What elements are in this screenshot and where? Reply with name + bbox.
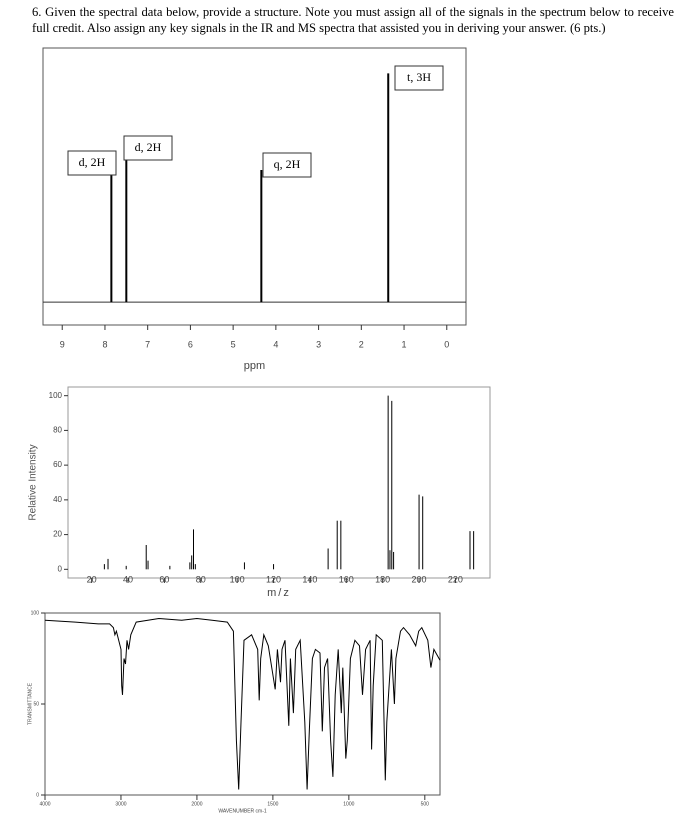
x-tick-label: 0 bbox=[444, 339, 449, 349]
peak-label: d, 2H bbox=[79, 155, 106, 169]
plot-frame bbox=[42, 47, 467, 326]
x-tick-label: 120 bbox=[266, 574, 281, 584]
y-tick-label: 20 bbox=[53, 530, 62, 539]
x-tick-label: 4000 bbox=[39, 801, 50, 807]
x-tick-label: 5 bbox=[231, 339, 236, 349]
x-tick-label: 1500 bbox=[267, 801, 278, 807]
peak-label-box bbox=[394, 65, 444, 91]
ir-trace bbox=[44, 617, 441, 790]
y-tick-label: 0 bbox=[58, 564, 63, 573]
y-tick-label: 100 bbox=[31, 610, 40, 616]
y-tick-label: 100 bbox=[49, 391, 63, 400]
y-tick-label: 40 bbox=[53, 495, 62, 504]
peak-label-box bbox=[262, 152, 312, 178]
y-tick-label: 50 bbox=[33, 701, 39, 707]
x-axis-label: ppm bbox=[244, 360, 265, 372]
plot-frame bbox=[67, 386, 491, 579]
x-tick-label: 40 bbox=[123, 574, 133, 584]
question-text: 6. Given the spectral data below, provid… bbox=[32, 5, 674, 35]
x-tick-label: 140 bbox=[302, 574, 317, 584]
x-tick-label: 1000 bbox=[343, 801, 354, 807]
x-axis-label: WAVENUMBER cm-1 bbox=[218, 808, 267, 814]
x-tick-label: 500 bbox=[421, 801, 430, 807]
x-tick-label: 80 bbox=[196, 574, 206, 584]
y-tick-label: 60 bbox=[53, 460, 62, 469]
x-tick-label: 220 bbox=[448, 574, 463, 584]
x-tick-label: 7 bbox=[145, 339, 150, 349]
x-tick-label: 160 bbox=[339, 574, 354, 584]
y-axis-label: Relative Intensity bbox=[28, 444, 39, 520]
x-tick-label: 3000 bbox=[115, 801, 126, 807]
x-tick-label: 1 bbox=[402, 339, 407, 349]
x-tick-label: 3 bbox=[316, 339, 321, 349]
x-tick-label: 4 bbox=[273, 339, 278, 349]
y-tick-label: 80 bbox=[53, 426, 62, 435]
y-axis-label: TRANSMITTANCE bbox=[27, 682, 33, 725]
x-tick-label: 2 bbox=[359, 339, 364, 349]
peak-label: q, 2H bbox=[274, 157, 301, 171]
peak-label: d, 2H bbox=[135, 140, 162, 154]
x-tick-label: 9 bbox=[60, 339, 65, 349]
x-tick-label: 60 bbox=[159, 574, 169, 584]
y-tick-label: 0 bbox=[36, 792, 39, 798]
x-tick-label: 200 bbox=[412, 574, 427, 584]
x-tick-label: 180 bbox=[375, 574, 390, 584]
x-tick-label: 20 bbox=[87, 574, 97, 584]
x-axis-label: m/z bbox=[267, 587, 291, 599]
peak-label: t, 3H bbox=[407, 70, 431, 84]
plot-frame bbox=[44, 612, 441, 796]
x-tick-label: 6 bbox=[188, 339, 193, 349]
x-tick-label: 100 bbox=[230, 574, 245, 584]
x-tick-label: 8 bbox=[102, 339, 107, 349]
x-tick-label: 2000 bbox=[191, 801, 202, 807]
peak-label-box bbox=[67, 150, 117, 176]
peak-label-box bbox=[123, 135, 173, 161]
